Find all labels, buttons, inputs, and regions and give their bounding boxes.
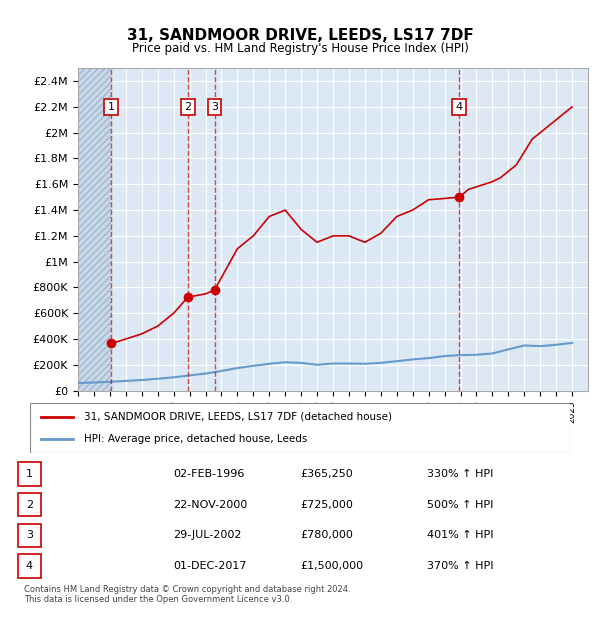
Text: 02-FEB-1996: 02-FEB-1996 xyxy=(173,469,245,479)
Text: HPI: Average price, detached house, Leeds: HPI: Average price, detached house, Leed… xyxy=(84,434,307,444)
Text: 31, SANDMOOR DRIVE, LEEDS, LS17 7DF: 31, SANDMOOR DRIVE, LEEDS, LS17 7DF xyxy=(127,28,473,43)
Text: 2: 2 xyxy=(26,500,33,510)
Text: 1: 1 xyxy=(26,469,33,479)
Text: 4: 4 xyxy=(455,102,463,112)
Text: 01-DEC-2017: 01-DEC-2017 xyxy=(173,561,247,571)
Text: 500% ↑ HPI: 500% ↑ HPI xyxy=(427,500,493,510)
Text: £365,250: £365,250 xyxy=(300,469,353,479)
Text: Price paid vs. HM Land Registry's House Price Index (HPI): Price paid vs. HM Land Registry's House … xyxy=(131,42,469,55)
FancyBboxPatch shape xyxy=(18,493,41,516)
Bar xyxy=(78,68,111,391)
Text: £780,000: £780,000 xyxy=(300,530,353,540)
Text: 370% ↑ HPI: 370% ↑ HPI xyxy=(427,561,493,571)
Text: Contains HM Land Registry data © Crown copyright and database right 2024.
This d: Contains HM Land Registry data © Crown c… xyxy=(24,585,350,604)
Text: 1: 1 xyxy=(107,102,115,112)
Text: 401% ↑ HPI: 401% ↑ HPI xyxy=(427,530,493,540)
Text: 2: 2 xyxy=(184,102,191,112)
Text: 3: 3 xyxy=(211,102,218,112)
FancyBboxPatch shape xyxy=(18,463,41,486)
Text: 3: 3 xyxy=(26,530,33,540)
Text: 29-JUL-2002: 29-JUL-2002 xyxy=(173,530,242,540)
FancyBboxPatch shape xyxy=(18,523,41,547)
Text: £725,000: £725,000 xyxy=(300,500,353,510)
Text: 31, SANDMOOR DRIVE, LEEDS, LS17 7DF (detached house): 31, SANDMOOR DRIVE, LEEDS, LS17 7DF (det… xyxy=(84,412,392,422)
Text: 22-NOV-2000: 22-NOV-2000 xyxy=(173,500,248,510)
Text: 330% ↑ HPI: 330% ↑ HPI xyxy=(427,469,493,479)
Text: 4: 4 xyxy=(26,561,33,571)
Text: £1,500,000: £1,500,000 xyxy=(300,561,363,571)
FancyBboxPatch shape xyxy=(18,554,41,578)
FancyBboxPatch shape xyxy=(30,403,570,453)
